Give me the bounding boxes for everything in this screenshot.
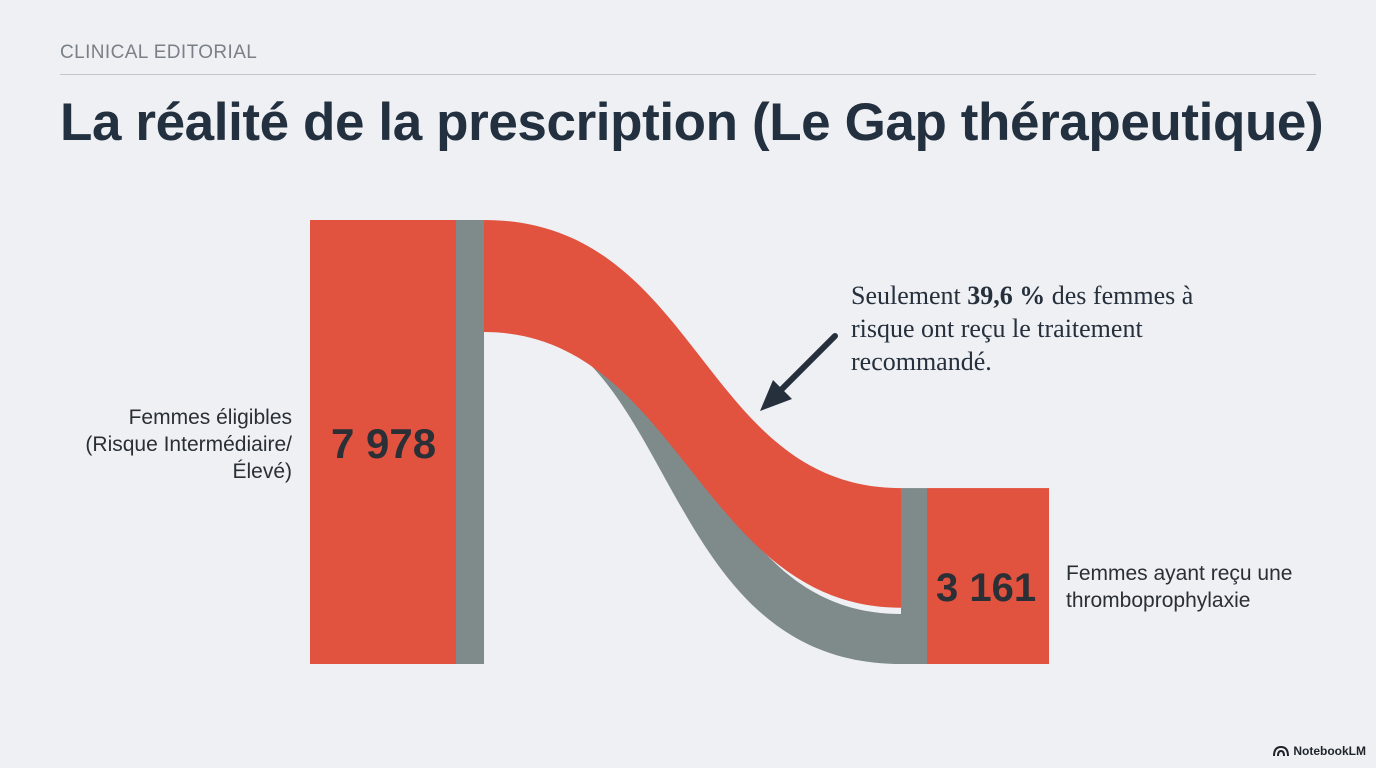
source-node: [310, 220, 456, 664]
source-value: 7 978: [331, 420, 437, 467]
remainder-flow-start: [456, 220, 484, 664]
source-label: Femmes éligibles (Risque Intermédiaire/É…: [85, 406, 292, 483]
brand-badge: NotebookLM: [1273, 744, 1366, 758]
remainder-flow-end: [901, 488, 927, 664]
target-value: 3 161: [936, 566, 1037, 610]
annotation-text-before: Seulement: [851, 281, 968, 310]
notebooklm-logo-icon: [1273, 745, 1290, 757]
treated-flow: [484, 220, 901, 608]
annotation-text-after: des femmes à risque ont reçu le traiteme…: [851, 281, 1194, 376]
annotation-callout: Seulement 39,6 % des femmes à risque ont…: [851, 279, 1231, 378]
target-label: Femmes ayant reçu une thromboprophylaxie: [1066, 562, 1293, 612]
target-node: [927, 488, 1049, 664]
annotation-highlight: 39,6 %: [967, 281, 1046, 310]
header-divider: [60, 74, 1316, 75]
kicker: CLINICAL EDITORIAL: [60, 42, 258, 63]
page-title: La réalité de la prescription (Le Gap th…: [60, 93, 1324, 152]
brand-label: NotebookLM: [1293, 744, 1366, 758]
callout-arrow: [760, 333, 838, 411]
